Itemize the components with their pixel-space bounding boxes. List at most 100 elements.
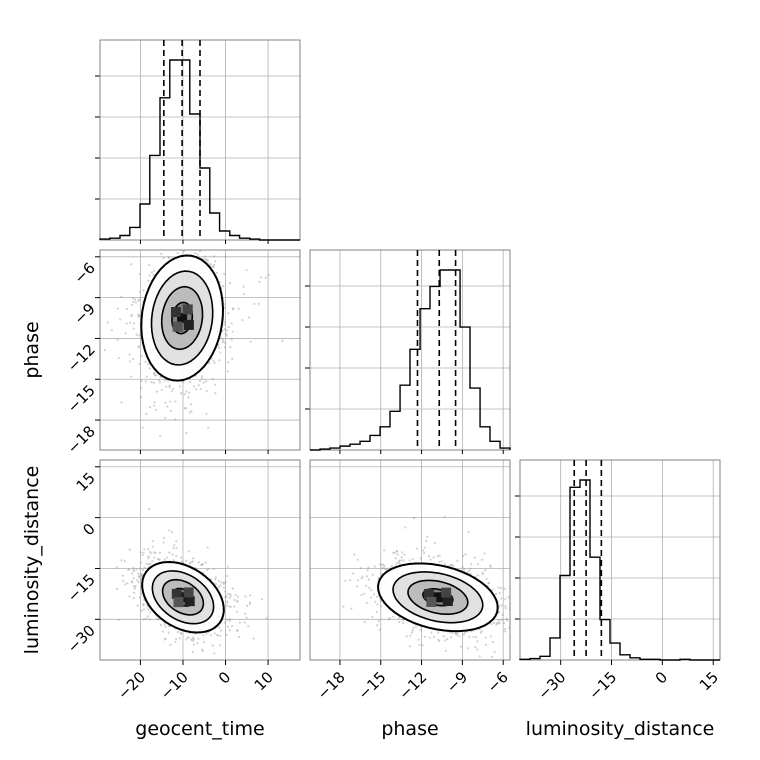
sample-point [207,426,210,429]
sample-point [225,596,228,599]
x-tick-label: −12 [395,668,430,703]
sample-point [437,631,440,634]
sample-point [161,630,165,633]
sample-point [160,252,163,255]
sample-point [172,387,175,391]
sample-point [189,381,192,384]
sample-point [438,560,441,564]
sample-point [124,583,127,586]
x-tick-label: −10 [157,668,192,703]
sample-point [476,563,480,566]
sample-point [173,245,175,247]
sample-point [175,216,177,218]
sample-point [179,556,183,559]
sample-point [152,269,156,272]
sample-point [174,418,177,421]
x-tick-label: −15 [585,668,620,703]
sample-point [489,565,492,568]
x-tick-label: −20 [114,668,149,703]
density-panel-phase-vs-luminosity-distance [309,459,570,669]
sample-point [497,586,500,589]
sample-point [476,648,479,651]
sample-point [243,621,246,624]
sample-point [502,621,506,625]
sample-point [342,605,345,608]
sample-point [411,557,414,561]
sample-point [224,332,227,335]
sample-point [174,637,178,641]
sample-point [132,322,136,325]
sample-point [144,380,147,383]
sample-point [164,385,168,388]
sample-point [491,655,494,658]
sample-point [532,605,534,607]
sample-point [209,262,212,266]
sample-point [153,401,156,404]
sample-point [217,344,220,347]
sample-point [437,638,440,641]
sample-point [171,553,174,556]
sample-point [132,566,135,569]
sample-point [146,547,150,551]
sample-point [417,638,420,641]
sample-point [190,410,193,413]
sample-point [168,241,170,243]
y-tick-label: 15 [73,469,99,495]
sample-point [151,545,154,548]
sample-point [125,322,128,325]
density-cell [173,597,184,608]
sample-point [196,642,199,645]
panels [95,39,721,674]
sample-point [466,571,469,574]
sample-point [199,250,202,253]
sample-point [435,667,437,669]
x-tick-label: 15 [696,668,722,694]
sample-point [463,631,467,634]
sample-point [236,599,239,602]
sample-point [163,558,166,561]
sample-point [126,582,129,585]
sample-point [485,577,488,581]
sample-point [467,647,470,650]
sample-point [504,607,507,610]
density-cell [183,587,194,598]
sample-point [222,586,225,589]
sample-point [360,593,363,596]
sample-point [151,560,154,563]
sample-point [169,232,171,234]
sample-point [212,672,214,674]
sample-point [152,273,155,276]
sample-point [225,604,228,607]
sample-point [226,625,230,628]
sample-point [363,620,366,624]
sample-point [137,581,140,584]
sample-point [175,546,178,550]
sample-point [116,307,119,310]
sample-point [568,609,570,611]
sample-point [230,338,233,341]
sample-point [137,314,140,317]
sample-point [392,551,395,554]
sample-point [110,329,113,332]
sample-point [463,568,466,571]
sample-point [500,604,503,607]
sample-point [443,562,446,565]
sample-point [174,400,177,403]
sample-point [125,455,127,457]
sample-point [366,569,369,572]
sample-point [440,560,443,563]
sample-point [130,580,133,583]
sample-point [484,636,487,639]
sample-point [193,252,197,255]
sample-point [163,638,166,641]
sample-point [173,244,175,246]
sample-point [394,557,397,560]
sample-point [247,625,250,628]
sample-point [177,226,179,228]
histogram-step [519,479,720,661]
sample-point [147,362,150,365]
sample-point [155,390,159,393]
sample-point [140,609,143,612]
sample-point [476,574,480,577]
sample-point [428,636,431,639]
